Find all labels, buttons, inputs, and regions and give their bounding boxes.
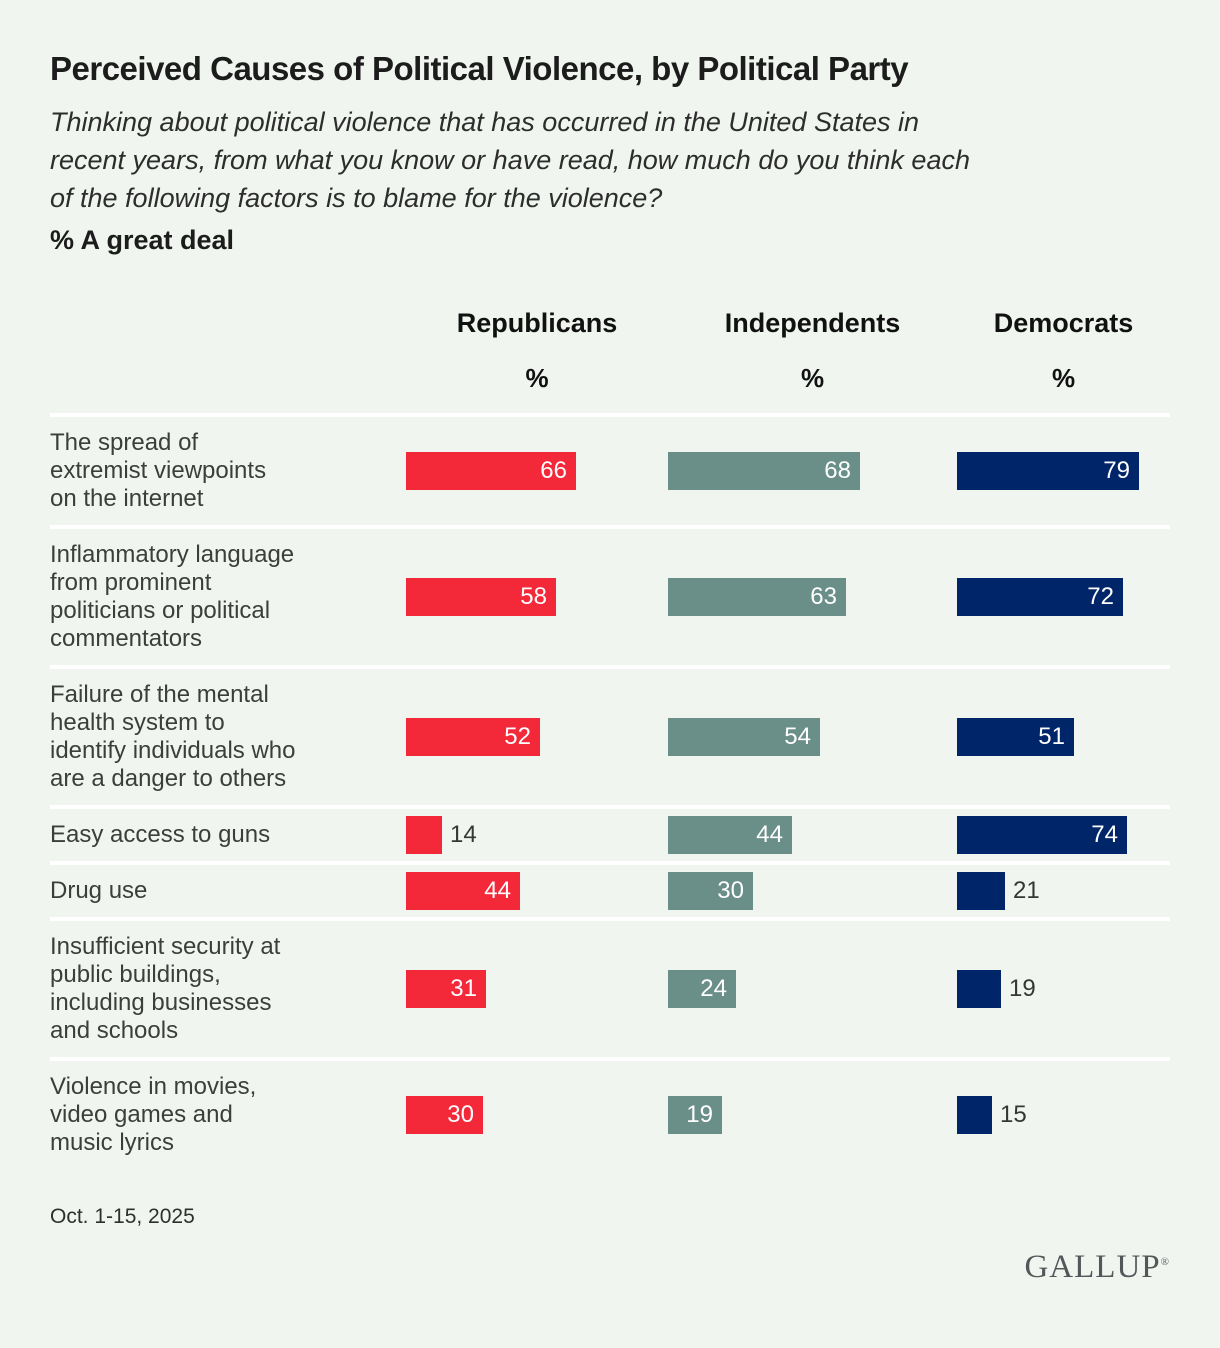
democrats-bar-value: 21	[1013, 877, 1040, 904]
bar-cell-democrats: 72	[957, 578, 1170, 616]
independents-bar-value: 44	[756, 821, 783, 848]
page-title: Perceived Causes of Political Violence, …	[50, 50, 909, 87]
independents-bar: 44	[668, 816, 792, 854]
independents-bar: 68	[668, 452, 860, 490]
republicans-bar: 31	[406, 970, 486, 1008]
chart-row: Drug use 44 30 21	[50, 861, 1170, 917]
republicans-bar: 52	[406, 718, 540, 756]
democrats-bar: 79	[957, 452, 1139, 490]
gallup-logo-text: GALLUP	[1024, 1249, 1161, 1285]
percent-header-spacer	[50, 363, 406, 394]
bar-cell-democrats: 21	[957, 872, 1170, 910]
democrats-bar	[957, 1096, 992, 1134]
republicans-bar	[406, 816, 442, 854]
bar-cell-independents: 24	[668, 970, 957, 1008]
democrats-bar	[957, 872, 1005, 910]
column-header-spacer	[50, 308, 406, 339]
survey-date-range: Oct. 1-15, 2025	[50, 1205, 195, 1228]
independents-bar: 24	[668, 970, 736, 1008]
republicans-bar-value: 52	[504, 723, 531, 750]
democrats-bar-value: 79	[1103, 457, 1130, 484]
independents-bar: 54	[668, 718, 820, 756]
percent-sign-republicans: %	[525, 363, 549, 393]
bar-cell-republicans: 14	[406, 816, 668, 854]
bar-cell-republicans: 31	[406, 970, 668, 1008]
bar-cell-independents: 68	[668, 452, 957, 490]
democrats-bar: 51	[957, 718, 1074, 756]
independents-bar-value: 24	[700, 975, 727, 1002]
republicans-bar: 30	[406, 1096, 483, 1134]
column-header-democrats: Democrats	[993, 308, 1134, 338]
independents-bar: 63	[668, 578, 846, 616]
democrats-bar-value: 74	[1091, 821, 1118, 848]
bar-cell-independents: 44	[668, 816, 957, 854]
independents-bar: 19	[668, 1096, 722, 1134]
chart-row: Failure of the mental health system to i…	[50, 665, 1170, 805]
republicans-bar: 58	[406, 578, 556, 616]
republicans-bar-value: 66	[540, 457, 567, 484]
bar-cell-republicans: 44	[406, 872, 668, 910]
cause-label: Inflammatory language from prominent pol…	[50, 541, 295, 652]
bar-cell-republicans: 30	[406, 1096, 668, 1134]
republicans-bar-value: 44	[484, 877, 511, 904]
democrats-bar-value: 51	[1038, 723, 1065, 750]
chart-row: Insufficient security at public building…	[50, 917, 1170, 1057]
bar-cell-republicans: 66	[406, 452, 668, 490]
survey-question-subtitle: Thinking about political violence that h…	[50, 107, 970, 213]
cause-label: Drug use	[50, 877, 148, 904]
chart-row: Violence in movies, video games and musi…	[50, 1057, 1170, 1169]
bar-cell-republicans: 58	[406, 578, 668, 616]
cause-label: Failure of the mental health system to i…	[50, 681, 296, 792]
bar-cell-independents: 19	[668, 1096, 957, 1134]
independents-bar: 30	[668, 872, 753, 910]
bar-chart-body: The spread of extremist viewpoints on th…	[50, 413, 1170, 1169]
column-headers: Republicans Independents Democrats	[50, 308, 1170, 339]
chart-row: Easy access to guns 14 44 74	[50, 805, 1170, 861]
bar-cell-independents: 63	[668, 578, 957, 616]
percent-header-row: % % %	[50, 363, 1170, 394]
democrats-bar	[957, 970, 1001, 1008]
chart-row: The spread of extremist viewpoints on th…	[50, 413, 1170, 525]
cause-label: Violence in movies, video games and musi…	[50, 1073, 257, 1156]
democrats-bar-value: 15	[1000, 1101, 1027, 1128]
republicans-bar-value: 31	[450, 975, 477, 1002]
bar-cell-democrats: 15	[957, 1096, 1170, 1134]
logo-row: GALLUP®	[50, 1249, 1170, 1286]
democrats-bar-value: 72	[1087, 583, 1114, 610]
column-header-independents: Independents	[724, 308, 901, 338]
republicans-bar-value: 30	[447, 1101, 474, 1128]
cause-label: Easy access to guns	[50, 821, 271, 848]
independents-bar-value: 54	[784, 723, 811, 750]
column-header-republicans: Republicans	[456, 308, 618, 338]
democrats-bar: 74	[957, 816, 1127, 854]
republicans-bar-value: 58	[520, 583, 547, 610]
registered-trademark-icon: ®	[1160, 1256, 1170, 1268]
bar-cell-independents: 54	[668, 718, 957, 756]
independents-bar-value: 30	[717, 877, 744, 904]
bar-cell-democrats: 79	[957, 452, 1170, 490]
cause-label: Insufficient security at public building…	[50, 933, 281, 1044]
republicans-bar: 44	[406, 872, 520, 910]
chart-row: Inflammatory language from prominent pol…	[50, 525, 1170, 665]
republicans-bar-value: 14	[450, 821, 477, 848]
percent-sign-democrats: %	[1051, 363, 1076, 393]
bar-cell-democrats: 74	[957, 816, 1170, 854]
independents-bar-value: 19	[686, 1101, 713, 1128]
percent-sign-independents: %	[800, 363, 825, 393]
independents-bar-value: 63	[810, 583, 837, 610]
bar-cell-democrats: 51	[957, 718, 1170, 756]
bar-cell-democrats: 19	[957, 970, 1170, 1008]
measure-label: % A great deal	[50, 225, 235, 255]
independents-bar-value: 68	[824, 457, 851, 484]
democrats-bar: 72	[957, 578, 1123, 616]
republicans-bar: 66	[406, 452, 576, 490]
bar-cell-republicans: 52	[406, 718, 668, 756]
gallup-logo: GALLUP®	[1024, 1249, 1170, 1286]
bar-cell-independents: 30	[668, 872, 957, 910]
cause-label: The spread of extremist viewpoints on th…	[50, 429, 267, 512]
democrats-bar-value: 19	[1009, 975, 1036, 1002]
